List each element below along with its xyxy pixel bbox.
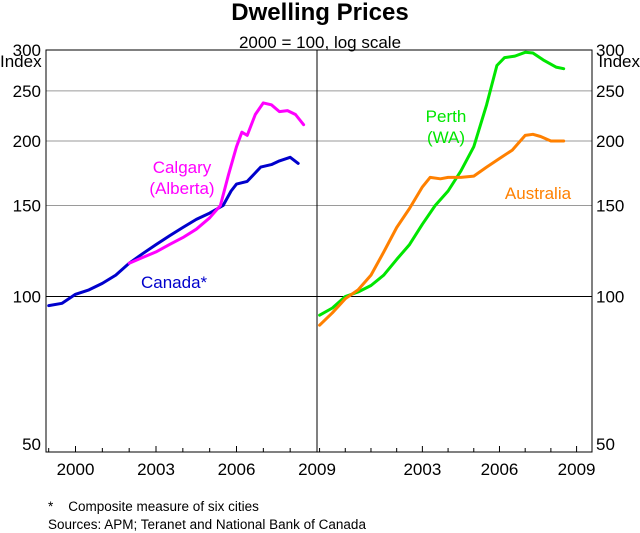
y-tick-label-right: 150 [596, 197, 624, 216]
y-tick-label-right: 100 [596, 287, 624, 306]
series-label-canada: Canada* [141, 273, 208, 292]
series-line-canada [47, 155, 300, 308]
y-tick-label-right: 200 [596, 132, 624, 151]
x-tick-label-2000: 2000 [57, 460, 95, 479]
plot-frame [45, 49, 593, 453]
y-tick-label-right: 250 [596, 82, 624, 101]
chart-title: Dwelling Prices [231, 0, 408, 26]
series-line-australia [318, 132, 566, 327]
series-label-calgary-alberta: Calgary (Alberta) [149, 158, 214, 198]
chart-subtitle: 2000 = 100, log scale [239, 33, 401, 52]
x-tick-label-2003: 2003 [137, 460, 175, 479]
y-tick-label-left: 200 [13, 132, 41, 151]
footnote-composite: * Composite measure of six cities [48, 499, 259, 514]
y-tick-label-left: 100 [13, 287, 41, 306]
y-tick-label-left: 50 [22, 435, 41, 454]
x-tick-label-2009: 2009 [298, 460, 336, 479]
x-tick-label-2006: 2006 [218, 460, 256, 479]
x-tick-label-2009: 2009 [558, 460, 596, 479]
series-label-perth-wa: Perth (WA) [426, 107, 467, 147]
series-line-calgary-alberta [127, 101, 306, 265]
y-tick-label-left: 250 [13, 82, 41, 101]
y-tick-label-right: 300 [596, 41, 624, 60]
y-axis-label-left: Index [0, 52, 42, 71]
y-tick-label-right: 50 [596, 435, 615, 454]
footnote-sources: Sources: APM; Teranet and National Bank … [48, 517, 366, 532]
series-label-australia: Australia [505, 184, 572, 203]
series-line-perth-wa [318, 50, 566, 317]
x-tick-label-2003: 2003 [403, 460, 441, 479]
x-tick-label-2006: 2006 [481, 460, 519, 479]
y-tick-label-left: 300 [13, 41, 41, 60]
y-axis-label-right: Index [598, 52, 640, 71]
y-tick-label-left: 150 [13, 197, 41, 216]
